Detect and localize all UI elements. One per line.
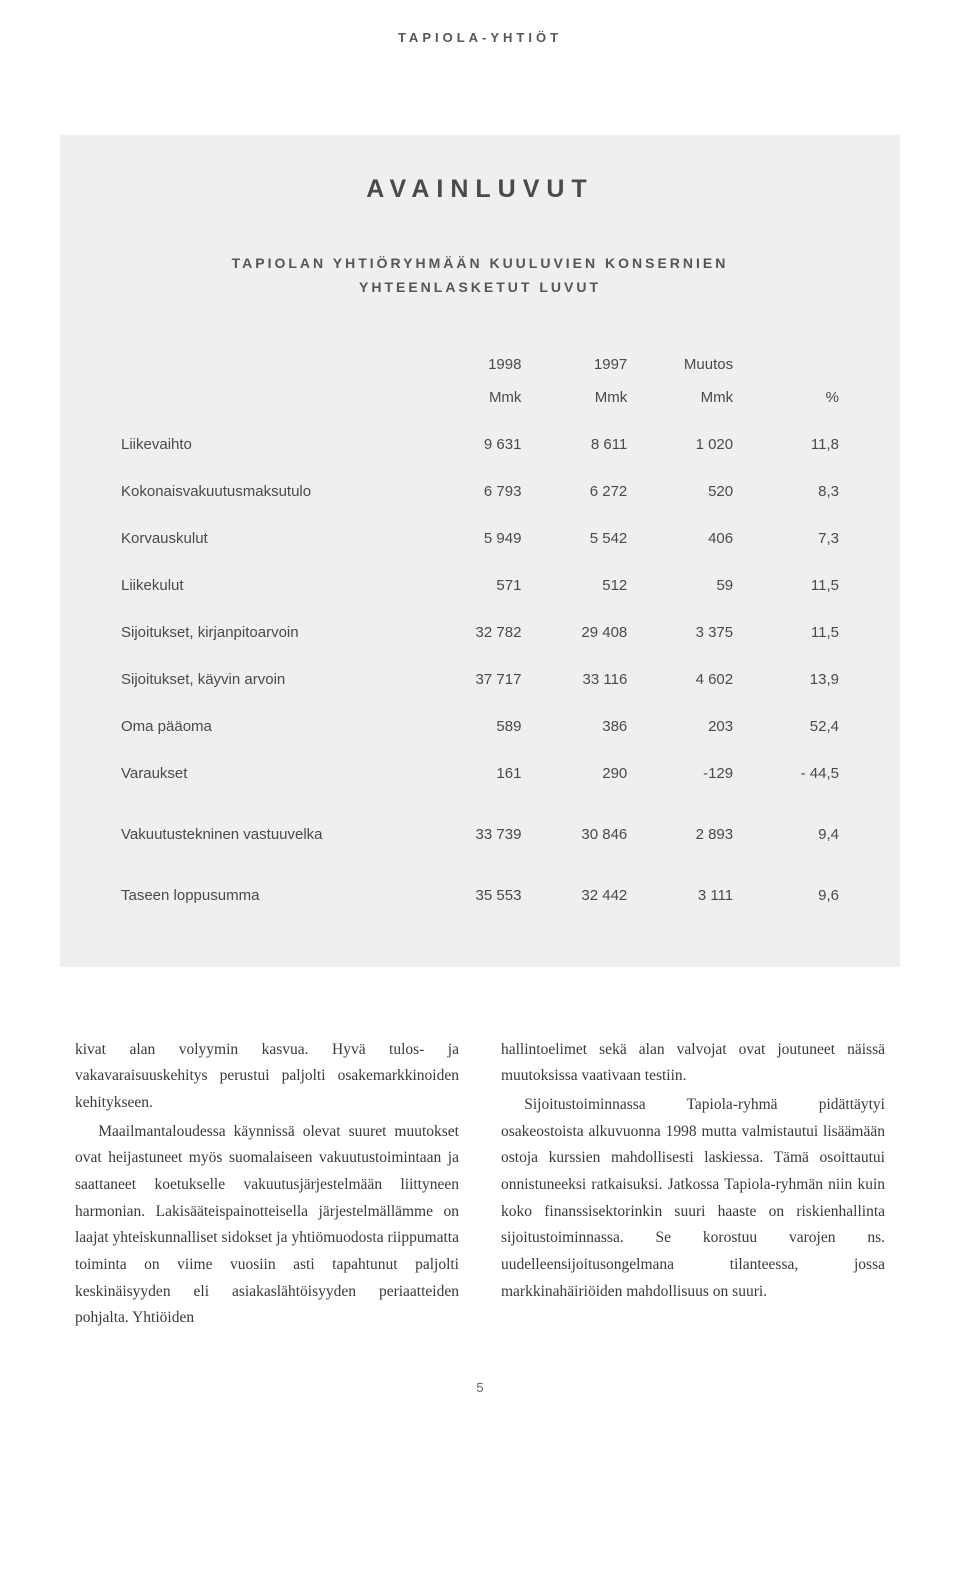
- paragraph: kivat alan volyymin kasvua. Hyvä tulos- …: [75, 1037, 459, 1117]
- cell: 2 893: [633, 790, 739, 851]
- cell: 30 846: [527, 790, 633, 851]
- cell: 37 717: [422, 649, 528, 696]
- cell: 32 442: [527, 851, 633, 912]
- row-label: Kokonaisvakuutusmaksutulo: [115, 461, 422, 508]
- table-row: Sijoitukset, kirjanpitoarvoin 32 782 29 …: [115, 602, 845, 649]
- cell: 35 553: [422, 851, 528, 912]
- row-label: Oma pääoma: [115, 696, 422, 743]
- left-column: kivat alan volyymin kasvua. Hyvä tulos- …: [75, 1037, 459, 1332]
- cell: 33 739: [422, 790, 528, 851]
- col-header: Mmk: [527, 381, 633, 414]
- cell: 571: [422, 555, 528, 602]
- col-header: Muutos: [633, 348, 739, 381]
- table-row: Taseen loppusumma 35 553 32 442 3 111 9,…: [115, 851, 845, 912]
- paragraph: Maailmantaloudessa käynnissä olevat suur…: [75, 1119, 459, 1332]
- cell: 6 793: [422, 461, 528, 508]
- page-number: 5: [75, 1380, 885, 1395]
- cell: 11,5: [739, 555, 845, 602]
- cell: 7,3: [739, 508, 845, 555]
- cell: 33 116: [527, 649, 633, 696]
- table-row: Korvauskulut 5 949 5 542 406 7,3: [115, 508, 845, 555]
- cell: 589: [422, 696, 528, 743]
- right-column: hallintoelimet sekä alan valvojat ovat j…: [501, 1037, 885, 1332]
- cell: 8 611: [527, 414, 633, 461]
- table-row: Liikevaihto 9 631 8 611 1 020 11,8: [115, 414, 845, 461]
- cell: 386: [527, 696, 633, 743]
- table-row: Vakuutustekninen vastuuvelka 33 739 30 8…: [115, 790, 845, 851]
- table-header-row-1: 1998 1997 Muutos: [115, 348, 845, 381]
- cell: 9 631: [422, 414, 528, 461]
- table-row: Varaukset 161 290 -129 - 44,5: [115, 743, 845, 790]
- table-row: Sijoitukset, käyvin arvoin 37 717 33 116…: [115, 649, 845, 696]
- row-label: Liikevaihto: [115, 414, 422, 461]
- cell: - 44,5: [739, 743, 845, 790]
- paragraph: Sijoitustoiminnassa Tapiola-ryhmä pidätt…: [501, 1092, 885, 1305]
- cell: 8,3: [739, 461, 845, 508]
- row-label: Korvauskulut: [115, 508, 422, 555]
- cell: 32 782: [422, 602, 528, 649]
- cell: 59: [633, 555, 739, 602]
- row-label: Liikekulut: [115, 555, 422, 602]
- cell: 13,9: [739, 649, 845, 696]
- col-header: 1998: [422, 348, 528, 381]
- table-row: Oma pääoma 589 386 203 52,4: [115, 696, 845, 743]
- row-label: Taseen loppusumma: [115, 851, 422, 912]
- cell: 512: [527, 555, 633, 602]
- cell: 4 602: [633, 649, 739, 696]
- key-figures-table: 1998 1997 Muutos Mmk Mmk Mmk % Liikevaih…: [115, 348, 845, 912]
- cell: 520: [633, 461, 739, 508]
- cell: 52,4: [739, 696, 845, 743]
- table-row: Liikekulut 571 512 59 11,5: [115, 555, 845, 602]
- cell: 290: [527, 743, 633, 790]
- row-label: Varaukset: [115, 743, 422, 790]
- key-figures-panel: AVAINLUVUT TAPIOLAN YHTIÖRYHMÄÄN KUULUVI…: [60, 135, 900, 967]
- table-row: Kokonaisvakuutusmaksutulo 6 793 6 272 52…: [115, 461, 845, 508]
- row-label: Sijoitukset, kirjanpitoarvoin: [115, 602, 422, 649]
- cell: 11,8: [739, 414, 845, 461]
- row-label: Vakuutustekninen vastuuvelka: [115, 790, 422, 851]
- cell: 29 408: [527, 602, 633, 649]
- col-header: Mmk: [422, 381, 528, 414]
- table-header-row-2: Mmk Mmk Mmk %: [115, 381, 845, 414]
- cell: 3 375: [633, 602, 739, 649]
- cell: -129: [633, 743, 739, 790]
- cell: 6 272: [527, 461, 633, 508]
- cell: 5 949: [422, 508, 528, 555]
- col-header: Mmk: [633, 381, 739, 414]
- body-text: kivat alan volyymin kasvua. Hyvä tulos- …: [75, 1037, 885, 1332]
- col-header: %: [739, 381, 845, 414]
- cell: 161: [422, 743, 528, 790]
- panel-title: AVAINLUVUT: [115, 175, 845, 204]
- col-header: 1997: [527, 348, 633, 381]
- cell: 9,4: [739, 790, 845, 851]
- cell: 9,6: [739, 851, 845, 912]
- panel-subtitle: TAPIOLAN YHTIÖRYHMÄÄN KUULUVIEN KONSERNI…: [115, 252, 845, 300]
- cell: 1 020: [633, 414, 739, 461]
- cell: 203: [633, 696, 739, 743]
- cell: 11,5: [739, 602, 845, 649]
- subtitle-line2: YHTEENLASKETUT LUVUT: [359, 279, 601, 295]
- subtitle-line1: TAPIOLAN YHTIÖRYHMÄÄN KUULUVIEN KONSERNI…: [232, 255, 729, 271]
- row-label: Sijoitukset, käyvin arvoin: [115, 649, 422, 696]
- cell: 3 111: [633, 851, 739, 912]
- cell: 406: [633, 508, 739, 555]
- document-header: TAPIOLA-YHTIÖT: [75, 30, 885, 45]
- cell: 5 542: [527, 508, 633, 555]
- paragraph: hallintoelimet sekä alan valvojat ovat j…: [501, 1037, 885, 1090]
